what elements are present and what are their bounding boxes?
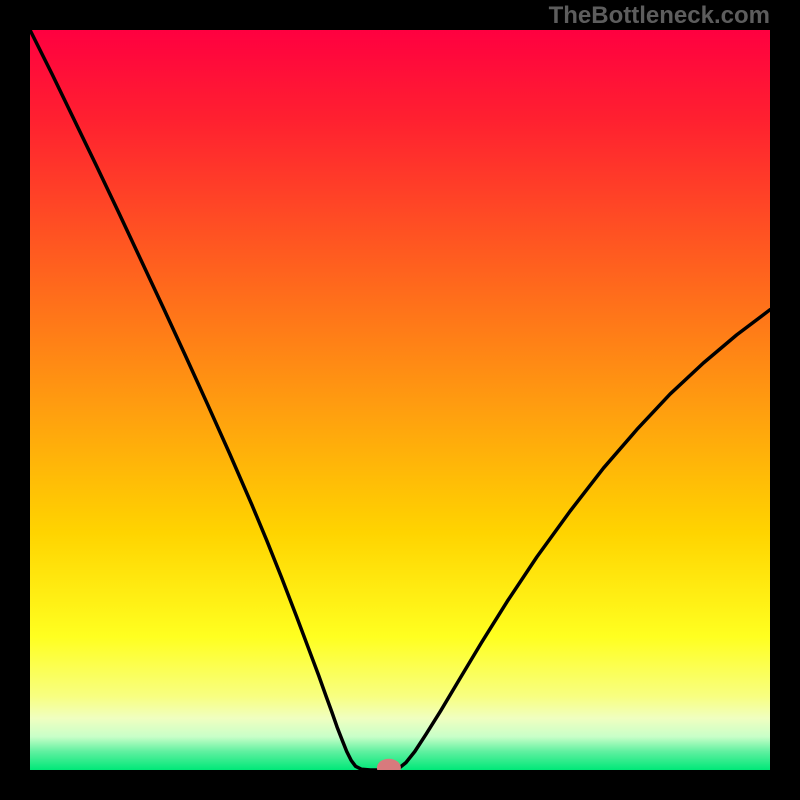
min-marker [377, 759, 401, 770]
curve-layer [30, 30, 770, 770]
chart-container: TheBottleneck.com [0, 0, 800, 800]
watermark-text: TheBottleneck.com [549, 2, 770, 30]
bottleneck-curve [30, 30, 770, 770]
